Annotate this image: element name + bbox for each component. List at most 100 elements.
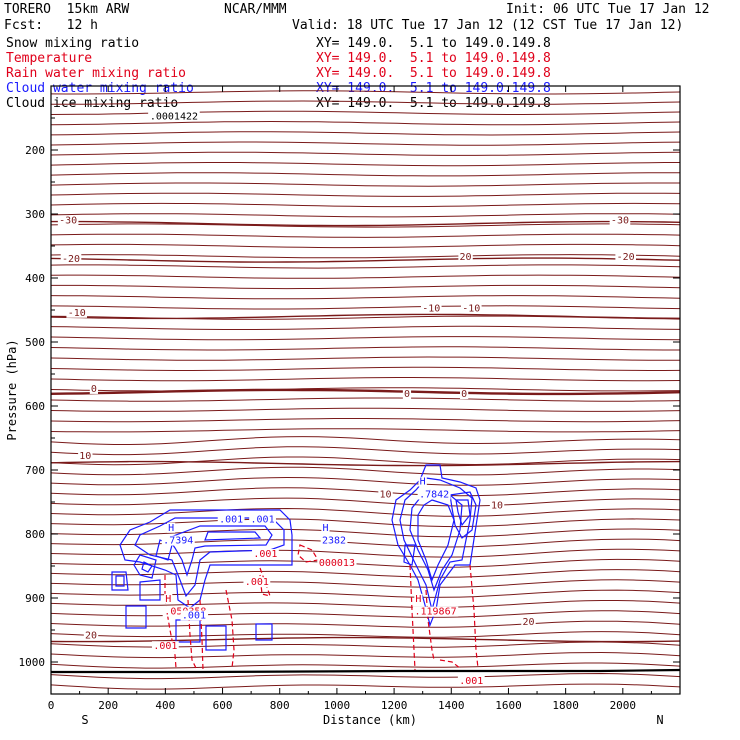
x-tick-label: 200 (98, 699, 118, 712)
contour-label-bg (151, 641, 179, 652)
cloud-water-contour-6 (133, 554, 157, 579)
temperature-contours (51, 90, 680, 690)
contour-label-bg (321, 522, 330, 533)
contour-label: H (415, 594, 421, 605)
contour-label: .001 (245, 577, 269, 588)
rain-water-contour-8 (425, 589, 435, 661)
background-contour (51, 548, 680, 558)
contour-label-bg (83, 630, 99, 641)
y-tick-label: 300 (25, 208, 45, 221)
background-contour (51, 151, 680, 156)
legend-snow-xy: XY= 149.0. 5.1 to 149.0.149.8 (316, 36, 551, 51)
contour-label: -10 (68, 308, 86, 319)
rain-water-contour-10 (439, 659, 461, 669)
background-contour (51, 223, 680, 228)
contour-label-bg (378, 489, 393, 500)
x-tick-label: 0 (48, 699, 55, 712)
contour-label: 10 (491, 500, 503, 511)
cloud-water-contour-2 (134, 517, 285, 598)
x-tick-label: 400 (155, 699, 175, 712)
contour-label: 20 (522, 617, 534, 628)
cloud-water-contour-20 (455, 499, 471, 527)
isotherm-20 (51, 636, 680, 643)
background-contour (51, 90, 680, 95)
background-contour (51, 610, 680, 618)
contour-label: H (322, 523, 328, 534)
y-axis-title: Pressure (hPa) (5, 339, 19, 440)
rain-water-contour-5 (259, 567, 271, 597)
background-contour (51, 120, 680, 126)
background-contour (51, 254, 680, 259)
contour-label: .001 (182, 610, 206, 621)
x-tick-label: 800 (270, 699, 290, 712)
background-contour (51, 651, 680, 659)
cloud-water-contour-11 (125, 605, 147, 629)
forecast-hour: Fcst: 12 h (4, 18, 98, 33)
x-tick-label: 1600 (495, 699, 522, 712)
cloud-water-contour-10 (139, 579, 161, 601)
contour-label: .0001422 (150, 111, 198, 122)
legend-rain: Rain water mixing ratio (6, 66, 187, 81)
background-contour (51, 202, 680, 208)
background-contour (51, 100, 680, 105)
x-axis-title: Distance (km) (323, 713, 417, 727)
background-contour (51, 569, 680, 578)
background-contour (51, 487, 680, 497)
contour-label: -10 (422, 303, 440, 314)
contour-label-bg (414, 593, 423, 604)
background-contour (51, 528, 680, 538)
contour-label-bg (489, 500, 505, 511)
contour-label-bg (89, 383, 98, 394)
background-contour (51, 456, 680, 466)
contour-label-bg (78, 451, 93, 462)
background-contour (51, 436, 680, 445)
background-contour (51, 336, 680, 341)
x-tick-label: 1800 (552, 699, 579, 712)
rain-water-contour-7 (409, 564, 416, 671)
background-contour (51, 213, 680, 218)
background-contour (51, 141, 680, 146)
background-contour (51, 497, 680, 507)
cloud-water-contour-18 (417, 499, 455, 582)
legend-snow: Snow mixing ratio (6, 36, 140, 51)
x-axis-south-label: S (81, 713, 88, 727)
contour-label-bg (615, 252, 636, 263)
background-contour (51, 274, 680, 279)
background-contour (51, 172, 680, 177)
contour-label: -10 (462, 303, 480, 314)
isotherm--20 (51, 257, 680, 263)
y-tick-label: 1000 (19, 656, 46, 669)
isotherm-10 (51, 460, 680, 467)
contour-label: .119867 (414, 607, 456, 618)
contour-label: -20 (617, 252, 635, 263)
background-contour (51, 131, 680, 136)
contour-label: 2382 (322, 536, 346, 547)
legend-rain-xy: XY= 149.0. 5.1 to 149.0.149.8 (316, 66, 551, 81)
cloud-water-contour-8 (111, 571, 129, 591)
cloud-water-contour-9 (115, 575, 125, 587)
contour-label-bg (420, 303, 442, 314)
contour-label: .001 (253, 549, 277, 560)
contour-label-bg (460, 303, 482, 314)
cloud-water-contour-3 (167, 525, 273, 577)
contour-label: H (165, 594, 171, 605)
isotherm--30 (51, 220, 680, 227)
contour-label: .001 (251, 514, 275, 525)
cloud-water-contour-17 (409, 489, 463, 592)
contour-label: -30 (611, 216, 629, 227)
background-contour (51, 366, 680, 371)
x-axis-north-label: N (656, 713, 663, 727)
contour-label-bg (417, 489, 451, 500)
background-contour (51, 110, 680, 115)
background-contour (51, 631, 680, 638)
x-tick-label: 2000 (610, 699, 637, 712)
contour-label-bg (252, 549, 279, 560)
contour-label: -20 (62, 254, 80, 265)
contour-label-bg (249, 514, 276, 525)
background-contour (51, 476, 680, 486)
background-contour (51, 233, 680, 238)
y-tick-label: 900 (25, 592, 45, 605)
background-contour (51, 662, 680, 669)
contour-label: -30 (59, 216, 77, 227)
cloud-water-contour-4 (204, 531, 262, 541)
